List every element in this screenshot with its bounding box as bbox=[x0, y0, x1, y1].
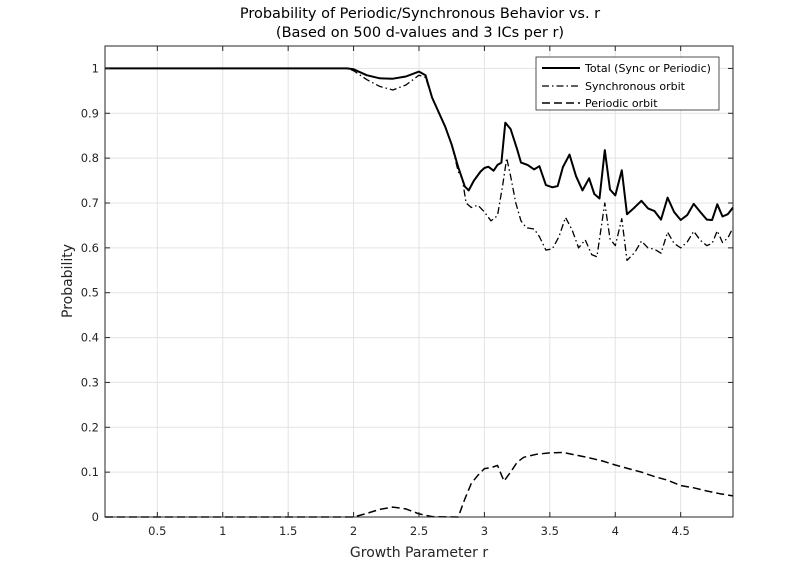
series-line-2 bbox=[105, 451, 734, 518]
y-tick-label: 0.8 bbox=[81, 151, 99, 165]
y-tick-label: 0.4 bbox=[81, 331, 99, 345]
legend: Total (Sync or Periodic) Synchronous orb… bbox=[535, 56, 720, 111]
x-tick-label: 3 bbox=[481, 524, 488, 538]
x-tick-label: 2 bbox=[350, 524, 357, 538]
series-line-1 bbox=[105, 67, 734, 262]
y-tick-label: 0.3 bbox=[81, 375, 99, 389]
x-tick-label: 4 bbox=[612, 524, 619, 538]
legend-label-synchronous: Synchronous orbit bbox=[585, 80, 686, 93]
y-tick-label: 0.5 bbox=[81, 286, 99, 300]
chart-title-line-2: (Based on 500 d-values and 3 ICs per r) bbox=[276, 25, 564, 41]
ticks: 0.5 1 1.5 2 2.5 3 3.5 4 4.5 0 0.1 0.2 0.3 0.4 0.5 0.6 0.… bbox=[81, 46, 733, 538]
y-tick-label: 0.6 bbox=[81, 241, 99, 255]
x-tick-label: 3.5 bbox=[541, 524, 559, 538]
legend-label-periodic: Periodic orbit bbox=[585, 97, 658, 110]
x-tick-label: 4.5 bbox=[672, 524, 690, 538]
grid bbox=[105, 46, 733, 518]
y-tick-label: 0.2 bbox=[81, 420, 99, 434]
y-axis-label: Probability bbox=[60, 244, 76, 318]
y-tick-label: 0 bbox=[92, 510, 99, 524]
y-tick-label: 0.7 bbox=[81, 196, 99, 210]
y-tick-label: 0.9 bbox=[81, 106, 99, 120]
x-tick-label: 0.5 bbox=[148, 524, 166, 538]
x-tick-label: 1 bbox=[219, 524, 226, 538]
x-tick-label: 1.5 bbox=[279, 524, 297, 538]
legend-label-total: Total (Sync or Periodic) bbox=[584, 62, 711, 75]
chart-title-line-1: Probability of Periodic/Synchronous Beha… bbox=[240, 6, 600, 22]
legend-box bbox=[535, 56, 720, 111]
y-tick-label: 0.1 bbox=[81, 465, 99, 479]
series-lines bbox=[105, 67, 734, 518]
x-axis-label: Growth Parameter r bbox=[350, 545, 488, 561]
x-tick-label: 2.5 bbox=[410, 524, 428, 538]
y-tick-label: 1 bbox=[92, 61, 99, 75]
